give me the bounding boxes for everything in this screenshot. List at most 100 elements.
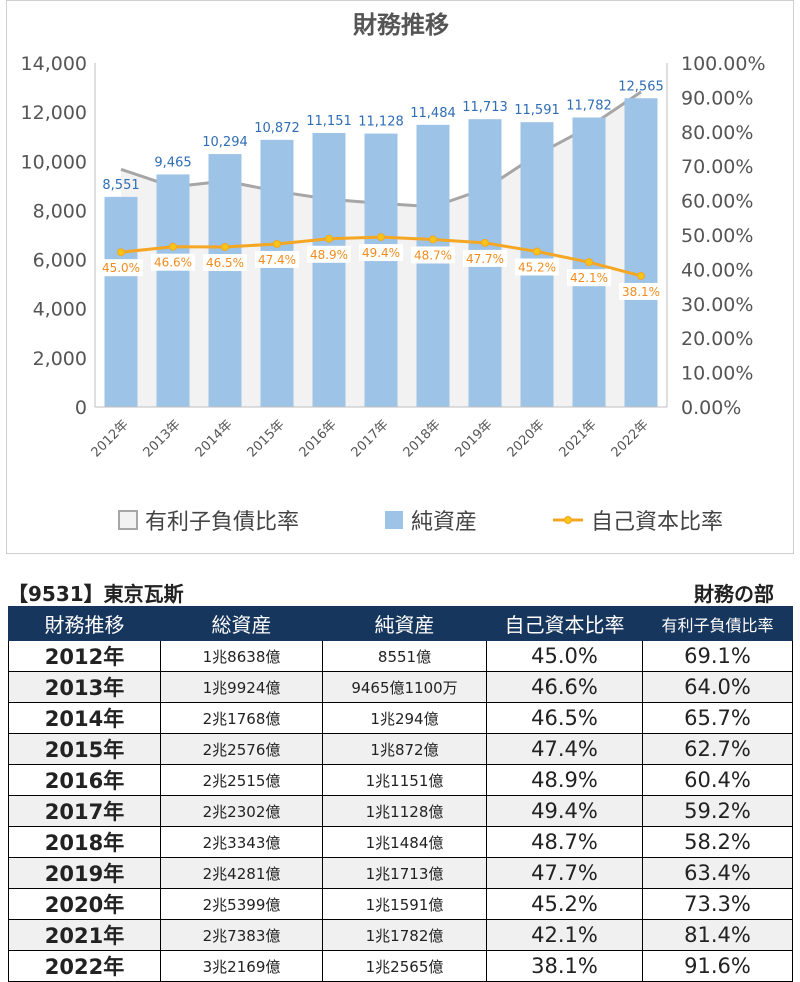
equity-ratio-point — [325, 234, 333, 243]
cell-year: 2012年 — [8, 640, 161, 672]
cell-year: 2019年 — [8, 857, 161, 889]
legend-debt-ratio-swatch — [118, 510, 138, 530]
equity-ratio-point — [273, 239, 281, 248]
legend-debt-ratio-label: 有利子負債比率 — [145, 510, 299, 535]
table-row: 2012年 1兆8638億 8551億 45.0% 69.1% — [8, 640, 793, 672]
y-right-tick-label: 20.00% — [681, 328, 753, 350]
cell-net-assets: 1兆1591億 — [322, 888, 487, 920]
x-tick-label: 2015年 — [245, 417, 288, 460]
table-row: 2016年 2兆2515億 1兆1151億 48.9% 60.4% — [8, 764, 793, 796]
x-tick-label: 2017年 — [349, 417, 392, 460]
equity-ratio-point — [481, 238, 489, 247]
y-right-tick-label: 70.00% — [681, 156, 753, 178]
y-right-tick-label: 0.00% — [681, 397, 741, 419]
y-left-tick-label: 2,000 — [33, 348, 87, 370]
y-left-tick-label: 14,000 — [21, 53, 87, 75]
equity-ratio-label: 48.9% — [310, 248, 348, 262]
cell-debt-ratio: 69.1% — [642, 640, 793, 672]
col-header-equity-ratio: 自己資本比率 — [486, 606, 643, 641]
cell-total-assets: 2兆4281億 — [160, 857, 323, 889]
cell-equity-ratio: 45.2% — [486, 888, 643, 920]
table-header-bar: 【9531】東京瓦斯 財務の部 — [8, 578, 792, 606]
legend-equity-ratio-label: 自己資本比率 — [591, 510, 723, 535]
cell-debt-ratio: 64.0% — [642, 671, 793, 703]
equity-ratio-point — [169, 242, 177, 251]
cell-debt-ratio: 60.4% — [642, 764, 793, 796]
cell-year: 2018年 — [8, 826, 161, 858]
equity-ratio-label: 47.7% — [466, 252, 504, 266]
equity-ratio-label-bg — [359, 244, 403, 262]
x-tick-label: 2012年 — [89, 417, 132, 460]
y-right-tick-label: 30.00% — [681, 294, 753, 316]
cell-equity-ratio: 38.1% — [486, 950, 643, 982]
cell-net-assets: 1兆1484億 — [322, 826, 487, 858]
net-assets-label: 11,484 — [410, 106, 456, 121]
table-header-row: 財務推移 総資産 純資産 自己資本比率 有利子負債比率 — [8, 606, 793, 641]
legend-net-assets-swatch — [385, 511, 403, 529]
y-right-tick-label: 60.00% — [681, 191, 753, 213]
net-assets-label: 11,128 — [358, 115, 404, 130]
x-tick-label: 2018年 — [401, 417, 444, 460]
cell-total-assets: 1兆9924億 — [160, 671, 323, 703]
cell-debt-ratio: 73.3% — [642, 888, 793, 920]
col-header-period: 財務推移 — [8, 606, 161, 641]
finance-table: 財務推移 総資産 純資産 自己資本比率 有利子負債比率 2012年 1兆8638億… — [8, 606, 793, 982]
chart-title: 財務推移 — [353, 11, 449, 39]
cell-debt-ratio: 81.4% — [642, 919, 793, 951]
cell-total-assets: 2兆2302億 — [160, 795, 323, 827]
net-assets-label: 11,151 — [306, 114, 352, 129]
y-right-tick-label: 90.00% — [681, 87, 753, 109]
equity-ratio-label: 46.6% — [154, 256, 192, 270]
table-row: 2019年 2兆4281億 1兆1713億 47.7% 63.4% — [8, 857, 793, 889]
x-tick-label: 2013年 — [141, 417, 184, 460]
y-left-tick-label: 10,000 — [21, 151, 87, 173]
cell-year: 2014年 — [8, 702, 161, 734]
equity-ratio-label-bg — [567, 269, 611, 287]
equity-ratio-label-bg — [619, 282, 663, 300]
cell-total-assets: 2兆1768億 — [160, 702, 323, 734]
net-assets-label: 8,551 — [102, 178, 139, 193]
net-assets-label: 11,782 — [566, 98, 612, 113]
net-assets-bar — [208, 154, 242, 407]
col-header-net-assets: 純資産 — [322, 606, 487, 641]
net-assets-bar — [104, 196, 138, 407]
net-assets-label: 12,565 — [618, 79, 664, 94]
cell-equity-ratio: 47.4% — [486, 733, 643, 765]
cell-year: 2017年 — [8, 795, 161, 827]
y-left-tick-label: 8,000 — [33, 200, 87, 222]
net-assets-bar — [364, 133, 398, 407]
cell-equity-ratio: 46.6% — [486, 671, 643, 703]
equity-ratio-label-bg — [411, 246, 455, 264]
col-header-total-assets: 総資産 — [160, 606, 323, 641]
equity-ratio-label-bg — [463, 249, 507, 267]
cell-year: 2016年 — [8, 764, 161, 796]
table-row: 2015年 2兆2576億 1兆872億 47.4% 62.7% — [8, 733, 793, 765]
equity-ratio-label: 45.0% — [102, 261, 140, 275]
legend-equity-ratio-marker — [564, 516, 572, 524]
equity-ratio-point — [377, 233, 385, 242]
cell-total-assets: 2兆5399億 — [160, 888, 323, 920]
cell-total-assets: 2兆3343億 — [160, 826, 323, 858]
cell-debt-ratio: 62.7% — [642, 733, 793, 765]
net-assets-label: 10,294 — [202, 135, 248, 150]
table-row: 2013年 1兆9924億 9465億1100万 46.6% 64.0% — [8, 671, 793, 703]
y-right-tick-label: 40.00% — [681, 259, 753, 281]
cell-equity-ratio: 48.9% — [486, 764, 643, 796]
cell-net-assets: 1兆1128億 — [322, 795, 487, 827]
cell-equity-ratio: 47.7% — [486, 857, 643, 889]
y-left-tick-label: 12,000 — [21, 102, 87, 124]
x-tick-label: 2016年 — [297, 417, 340, 460]
cell-total-assets: 2兆2515億 — [160, 764, 323, 796]
equity-ratio-label-bg — [99, 259, 143, 277]
net-assets-label: 11,713 — [462, 100, 508, 115]
table-row: 2017年 2兆2302億 1兆1128億 49.4% 59.2% — [8, 795, 793, 827]
cell-equity-ratio: 46.5% — [486, 702, 643, 734]
cell-year: 2013年 — [8, 671, 161, 703]
y-left-tick-label: 0 — [75, 397, 87, 419]
cell-equity-ratio: 48.7% — [486, 826, 643, 858]
cell-year: 2020年 — [8, 888, 161, 920]
cell-equity-ratio: 45.0% — [486, 640, 643, 672]
x-tick-label: 2014年 — [193, 417, 236, 460]
x-tick-label: 2022年 — [609, 417, 652, 460]
equity-ratio-label: 38.1% — [622, 285, 660, 299]
